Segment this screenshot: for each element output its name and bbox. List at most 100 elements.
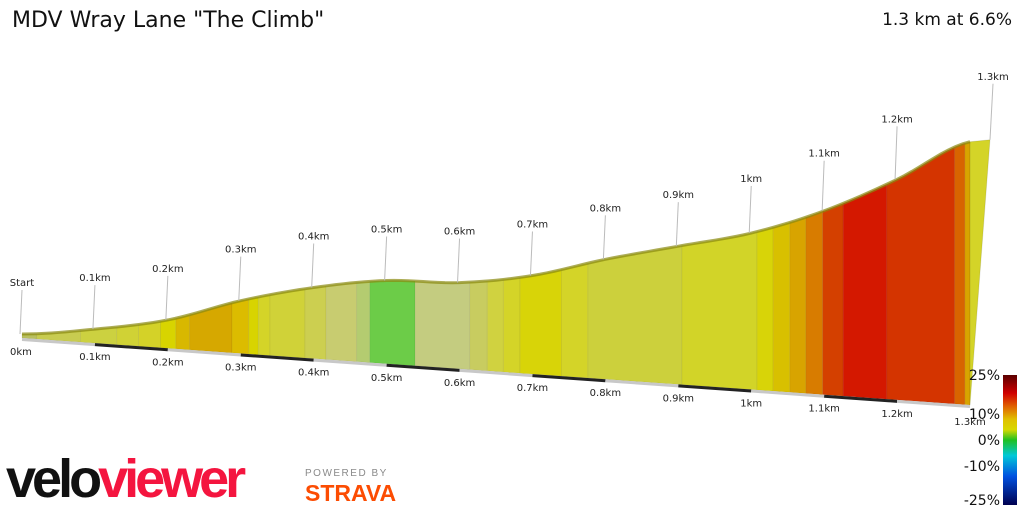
distance-marker-label: 0.8km [590,203,621,214]
marker-leader-line [894,126,898,180]
marker-leader-line [602,215,606,260]
gradient-segment [964,141,971,406]
distance-marker-label: 0.7km [517,220,548,231]
distance-axis-bar [21,338,96,347]
distance-marker-label: 0.3km [225,245,256,256]
marker-leader-line [311,243,315,288]
distance-axis-bar [240,353,314,362]
gradient-segment [756,226,774,392]
gradient-segment [886,146,956,405]
gradient-segment [189,302,233,354]
distance-axis-bar [605,379,679,388]
segment-title: MDV Wray Lane "The Climb" [12,8,325,33]
marker-leader-line [19,289,23,335]
gradient-segment [681,231,758,391]
distance-axis-bar [824,394,898,403]
gradient-segment [414,280,471,371]
distance-axis-bar [386,363,460,372]
veloviewer-logo[interactable]: veloviewer [6,449,246,509]
distance-marker-label: 0.4km [298,232,329,243]
x-tick-label: 0.1km [79,352,110,363]
distance-marker-label: 0.2km [152,264,183,275]
x-tick-label: 0.6km [444,378,475,389]
segment-summary: 1.3 km at 6.6% [882,10,1012,30]
gradient-segment [954,142,966,406]
gradient-segment [486,279,504,373]
legend-label: 25% [969,368,1000,384]
distance-axis-bar [751,389,825,398]
gradient-segment [269,288,306,359]
x-tick-label: 1.2km [881,409,912,420]
gradient-segment [175,314,191,351]
marker-leader-line [821,160,825,211]
gradient-segment [772,221,791,393]
x-tick-label: 1km [740,399,762,410]
legend-label: 0% [978,433,1000,449]
x-tick-label: 0.5km [371,373,402,384]
gradient-segment [587,245,683,386]
marker-leader-line [989,83,994,140]
distance-marker-label: 1km [740,174,762,185]
distance-axis-bar [678,384,752,393]
marker-leader-line [92,285,96,330]
gradient-segment [805,210,824,395]
gradient-segment [561,262,589,379]
x-tick-label: 0.4km [298,368,329,379]
gradient-legend: 25% 10% 0% -10% -25% [964,368,1017,509]
gradient-segment [248,296,259,356]
strava-logo[interactable]: STRAVA [305,480,397,506]
marker-leader-line [529,231,533,276]
x-tick-label: 0.9km [663,393,694,404]
gradient-segment [160,317,177,350]
gradient-segment [369,280,416,367]
distance-marker-label: 0.9km [663,190,694,201]
distance-marker-label: 0.5km [371,224,402,235]
x-tick-label: 0.3km [225,362,256,373]
gradient-segment [257,294,271,356]
marker-leader-line [675,202,679,247]
gradient-segment [469,280,488,372]
distance-marker-label: 1.2km [881,114,912,125]
end-cap-face [969,139,991,406]
logo-viewer: viewer [98,449,246,509]
legend-label: -25% [964,493,1000,509]
marker-leader-line [384,236,388,281]
distance-marker-label: Start [10,278,35,289]
x-tick-label: 1.1km [808,404,839,415]
distance-axis-bar [167,348,241,357]
x-tick-label: 0.8km [590,388,621,399]
gradient-segment [519,269,562,377]
gradient-segment [842,183,888,400]
distance-axis-bar [896,399,971,408]
logo-velo: velo [6,449,102,509]
gradient-segment [304,285,327,360]
distance-marker-label: 1.1km [808,149,839,160]
marker-leader-line [238,256,242,301]
powered-by-label: POWERED BY [305,468,388,479]
distance-marker-label: 0.6km [444,227,475,238]
gradient-segment [502,276,521,374]
x-tick-label: 0km [10,347,32,358]
legend-label: 10% [969,407,1000,423]
marker-leader-line [457,238,461,283]
legend-label: -10% [964,459,1000,475]
distance-marker-label: 0.1km [79,273,110,284]
gradient-segment [822,202,844,397]
legend-color-bar [1003,375,1017,505]
x-tick-label: 0.2km [152,357,183,368]
gradient-segment [325,282,358,363]
x-tick-label: 1.3km [954,417,985,428]
x-tick-label: 0.7km [517,383,548,394]
gradient-segment [231,298,250,355]
gradient-segment [356,280,371,363]
distance-axis-bar [532,374,606,383]
distance-axis-bar [313,358,387,367]
distance-axis-bar [94,343,168,352]
profile-top-edge [21,140,971,336]
marker-leader-line [165,275,169,320]
distance-marker-label: 1.3km [977,72,1008,83]
gradient-segment [789,216,807,394]
distance-axis-bar [459,368,533,378]
marker-leader-line [748,186,752,234]
